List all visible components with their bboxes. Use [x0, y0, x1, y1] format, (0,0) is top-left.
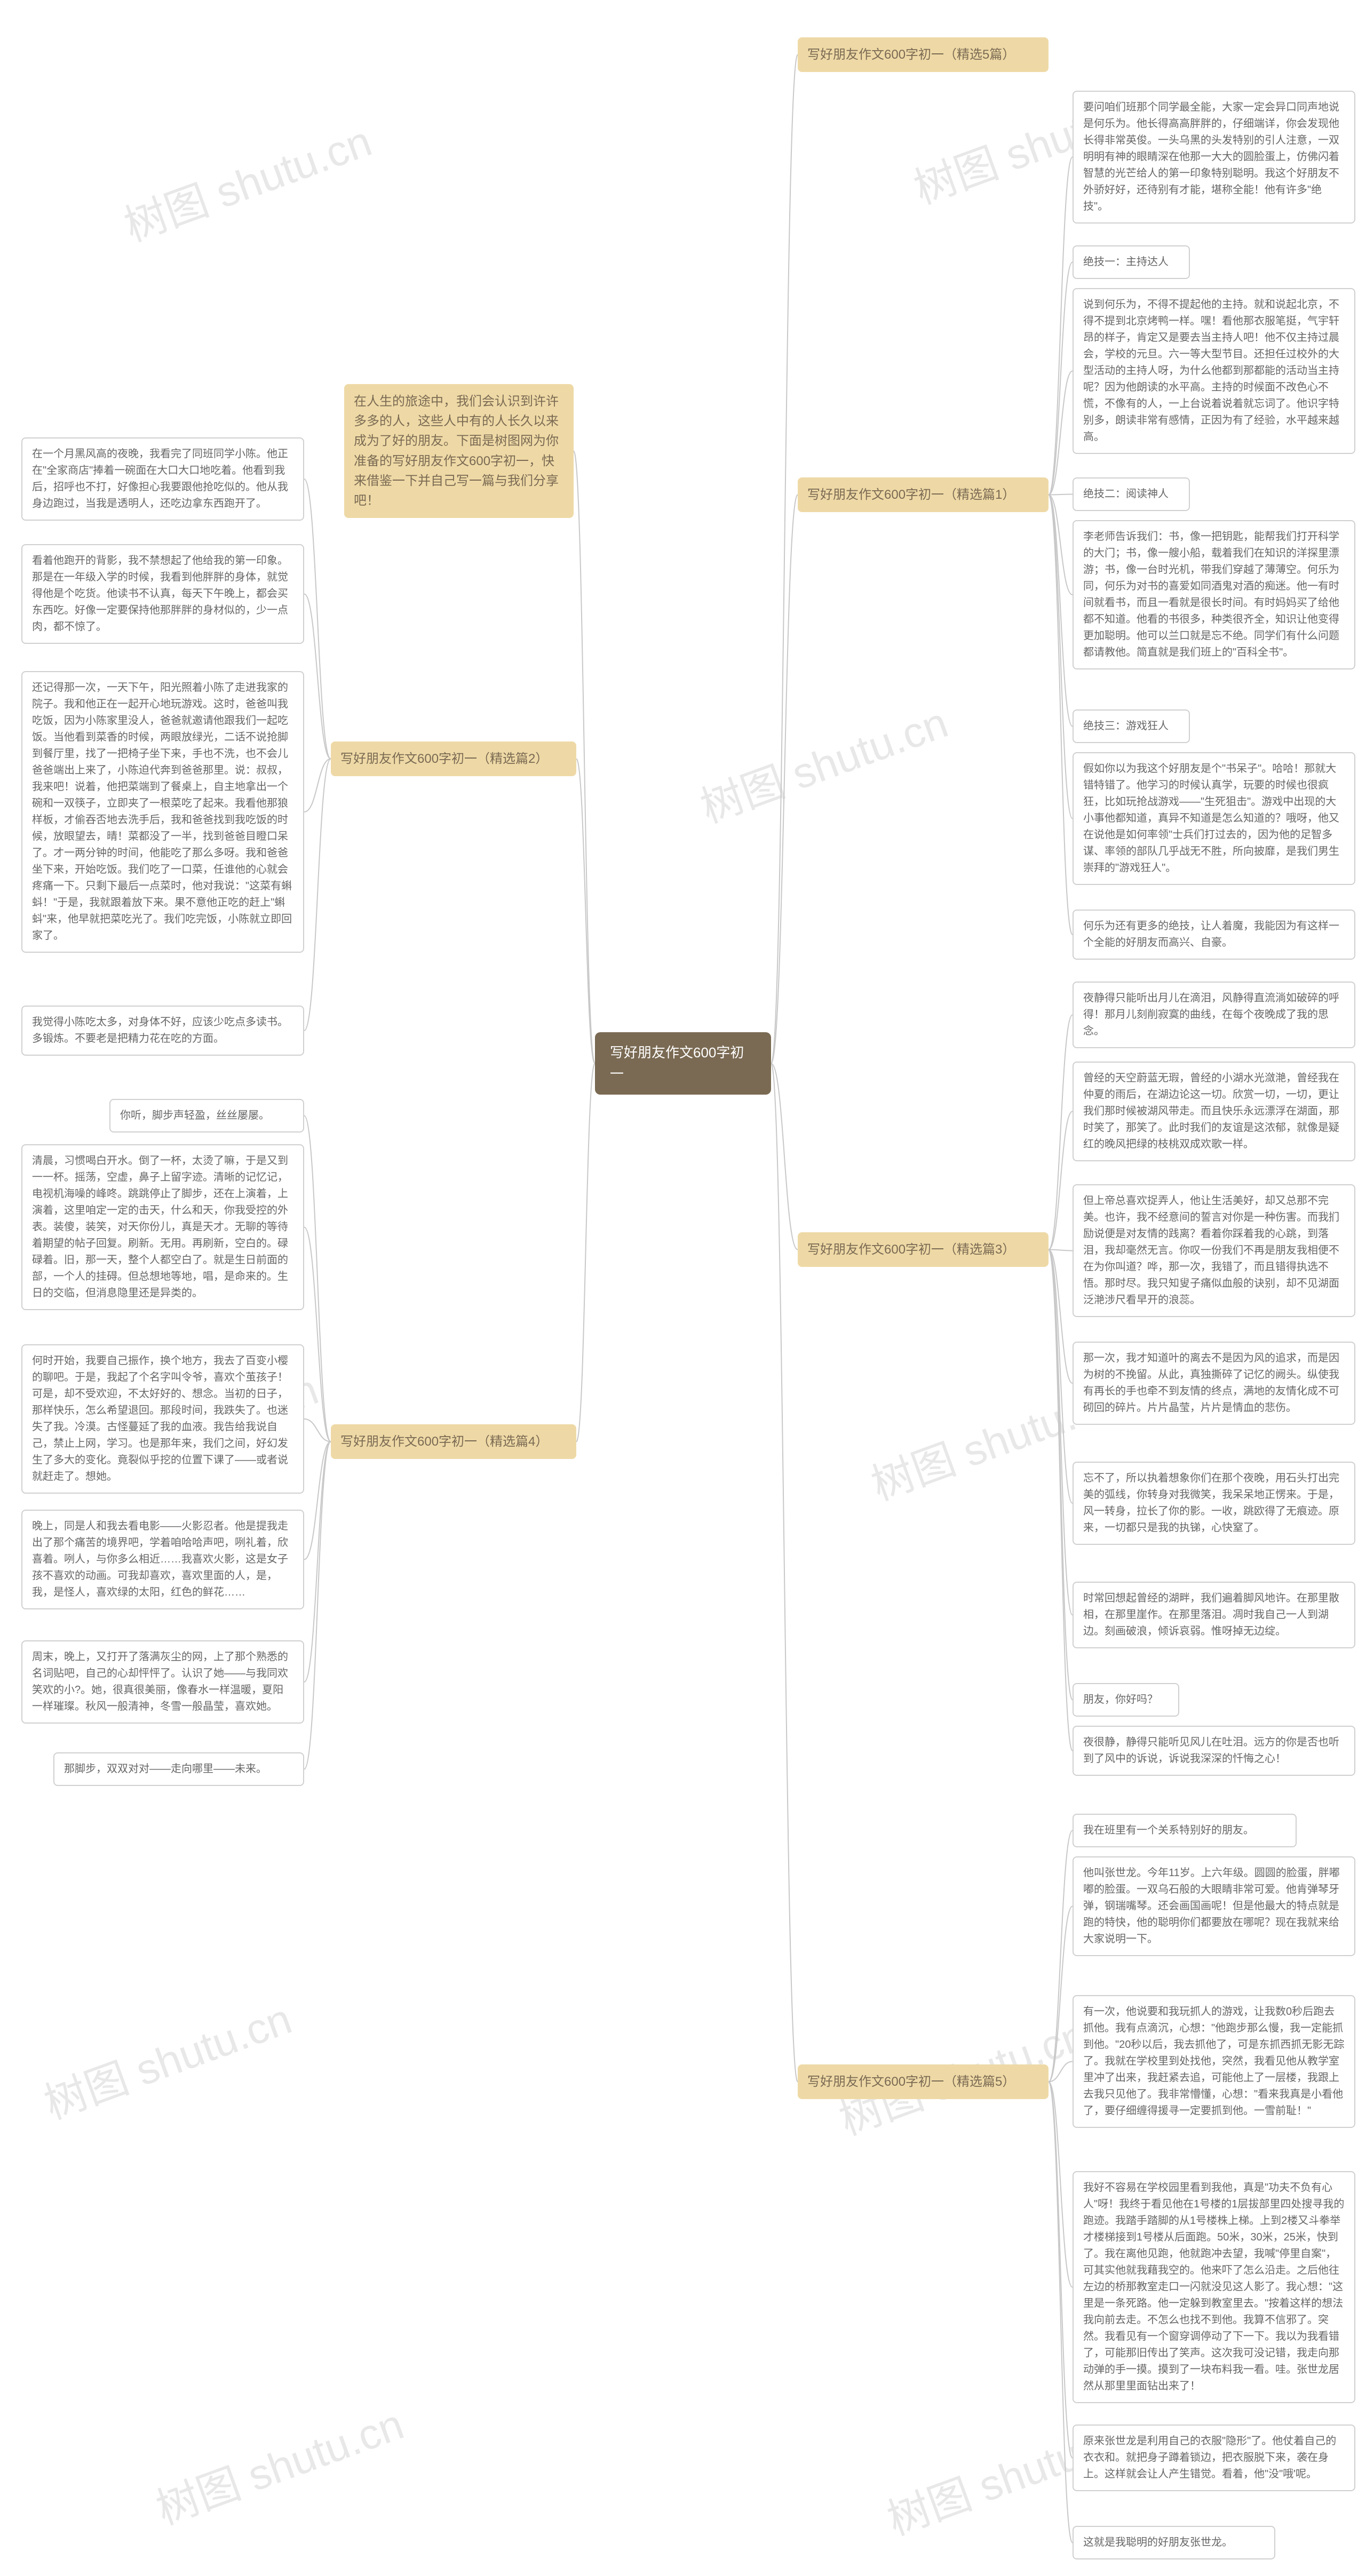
- connector-line: [1049, 1015, 1073, 1250]
- leaf-node: 在一个月黑风高的夜晚，我看完了同班同学小陈。他正在"全家商店"捧着一碗面在大口大…: [21, 437, 304, 521]
- branch-node: 写好朋友作文600字初一（精选篇3）: [798, 1232, 1049, 1267]
- leaf-node: 夜静得只能听出月儿在滴泪，风静得直流淌如破碎的呼得！那月儿刻削寂寞的曲线，在每个…: [1073, 982, 1355, 1048]
- leaf-node: 要问咱们班那个同学最全能，大家一定会异口同声地说是何乐为。他长得高高胖胖的，仔细…: [1073, 91, 1355, 224]
- connector-line: [304, 1442, 331, 1560]
- connector-line: [574, 451, 595, 1064]
- leaf-node: 我在班里有一个关系特别好的朋友。: [1073, 1814, 1297, 1847]
- connector-line: [1049, 371, 1073, 495]
- leaf-node: 你听，脚步声轻盈，丝丝屡屡。: [109, 1099, 304, 1133]
- connector-line: [1049, 1831, 1073, 2082]
- connector-line: [304, 1116, 331, 1442]
- connector-line: [1049, 495, 1073, 727]
- leaf-node: 周末，晚上，又打开了落满灰尘的网，上了那个熟悉的名词贴吧，自己的心却怦怦了。认识…: [21, 1640, 304, 1724]
- connector-line: [1049, 157, 1073, 495]
- leaf-node: 说到何乐为，不得不提起他的主持。就和说起北京，不得不提到北京烤鸭一样。嘿！看他那…: [1073, 288, 1355, 454]
- connector-line: [1049, 1250, 1073, 1615]
- leaf-node: 假如你以为我这个好朋友是个"书呆子"。哈哈！那就大错特错了。他学习的时候认真学，…: [1073, 752, 1355, 885]
- center-node: 写好朋友作文600字初一: [595, 1032, 771, 1095]
- connector-line: [304, 1442, 331, 1682]
- leaf-node: 他叫张世龙。今年11岁。上六年级。圆圆的脸蛋，胖嘟嘟的脸蛋。一双乌石般的大眼睛非…: [1073, 1856, 1355, 1956]
- branch-node: 写好朋友作文600字初一（精选篇1）: [798, 477, 1049, 512]
- leaf-node: 那一次，我才知道叶的离去不是因为风的追求，而是因为树的不挽留。从此，真独撕碎了记…: [1073, 1342, 1355, 1425]
- connector-line: [304, 759, 331, 1031]
- leaf-node: 绝技三：游戏狂人: [1073, 709, 1190, 743]
- leaf-node: 有一次，他说要和我玩抓人的游戏，让我数0秒后跑去抓他。我有点滴沉，心想："他跑步…: [1073, 1995, 1355, 2128]
- branch-node: 写好朋友作文600字初一（精选篇2）: [331, 741, 576, 776]
- leaf-node: 夜很静，静得只能听见风儿在吐泪。远方的你是否也听到了风中的诉说，诉说我深深的忏悔…: [1073, 1726, 1355, 1776]
- leaf-node: 我觉得小陈吃太多，对身体不好，应该少吃点多读书。多锻炼。不要老是把精力花在吃的方…: [21, 1006, 304, 1056]
- connector-line: [771, 1064, 798, 2082]
- leaf-node: 何时开始，我要自己振作，换个地方，我去了百变小樱的聊吧。于是，我起了个名字叫令爷…: [21, 1344, 304, 1494]
- leaf-node: 原来张世龙是利用自己的衣服"隐形"了。他仗着自己的衣衣和。就把身子蹲着锁边，把衣…: [1073, 2425, 1355, 2491]
- connector-line: [304, 1227, 331, 1442]
- leaf-node: 忘不了，所以执着想象你们在那个夜晚，用石头打出完美的弧线，你转身对我微笑，我呆呆…: [1073, 1462, 1355, 1545]
- connector-line: [304, 479, 331, 759]
- connector-line: [1049, 262, 1073, 495]
- leaf-node: 何乐为还有更多的绝技，让人着魔，我能因为有这样一个全能的好朋友而高兴、自豪。: [1073, 910, 1355, 960]
- leaf-node: 但上帝总喜欢捉弄人，他让生活美好，却又总那不完美。也许，我不经意间的誓言对你是一…: [1073, 1184, 1355, 1317]
- intro-node: 在人生的旅途中，我们会认识到许许多多的人，这些人中有的人长久以来成为了好的朋友。…: [344, 384, 574, 518]
- connector-line: [304, 1442, 331, 1769]
- connector-line: [1049, 1250, 1073, 1251]
- leaf-node: 清晨，习惯喝白开水。倒了一杯，太烫了嘛，于是又到一一杯。摇荡，空虚，鼻子上留字迹…: [21, 1144, 304, 1310]
- leaf-node: 这就是我聪明的好朋友张世龙。: [1073, 2526, 1275, 2559]
- branch-node: 写好朋友作文600字初一（精选篇4）: [331, 1424, 576, 1459]
- connector-line: [1049, 2082, 1073, 2458]
- branch-node: 写好朋友作文600字初一（精选5篇）: [798, 37, 1049, 72]
- leaf-node: 曾经的天空蔚蓝无瑕，曾经的小湖水光潋滟，曾经我在仲夏的雨后，在湖边论这一切。欣赏…: [1073, 1062, 1355, 1161]
- connector-line: [1049, 1907, 1073, 2082]
- leaf-node: 看着他跑开的背影，我不禁想起了他给我的第一印象。那是在一年级入学的时候，我看到他…: [21, 544, 304, 644]
- leaf-node: 还记得那一次，一天下午，阳光照着小陈了走进我家的院子。我和他正在一起开心地玩游戏…: [21, 671, 304, 953]
- leaf-node: 晚上，同是人和我去看电影——火影忍者。他是提我走出了那个痛苦的境界吧，学着咱哈哈…: [21, 1510, 304, 1609]
- connector-line: [771, 55, 798, 1064]
- leaf-node: 李老师告诉我们：书，像一把钥匙，能帮我们打开科学的大门；书，像一艘小船，载着我们…: [1073, 520, 1355, 669]
- connector-line: [1049, 2082, 1073, 2543]
- leaf-node: 我好不容易在学校园里看到我他，真是"功夫不负有心人"呀！我终于看见他在1号楼的1…: [1073, 2171, 1355, 2403]
- leaf-node: 绝技二：阅读神人: [1073, 477, 1190, 511]
- connector-line: [576, 1064, 595, 1442]
- branch-node: 写好朋友作文600字初一（精选篇5）: [798, 2064, 1049, 2099]
- leaf-node: 绝技一：主持达人: [1073, 245, 1190, 279]
- connector-line: [1049, 495, 1073, 935]
- leaf-node: 那脚步，双双对对——走向哪里——未来。: [53, 1752, 304, 1786]
- leaf-node: 朋友，你好吗？: [1073, 1683, 1179, 1717]
- connector-line: [1049, 1250, 1073, 1751]
- leaf-node: 时常回想起曾经的湖畔，我们遍着脚风地许。在那里散相，在那里崖作。在那里落泪。凋时…: [1073, 1582, 1355, 1648]
